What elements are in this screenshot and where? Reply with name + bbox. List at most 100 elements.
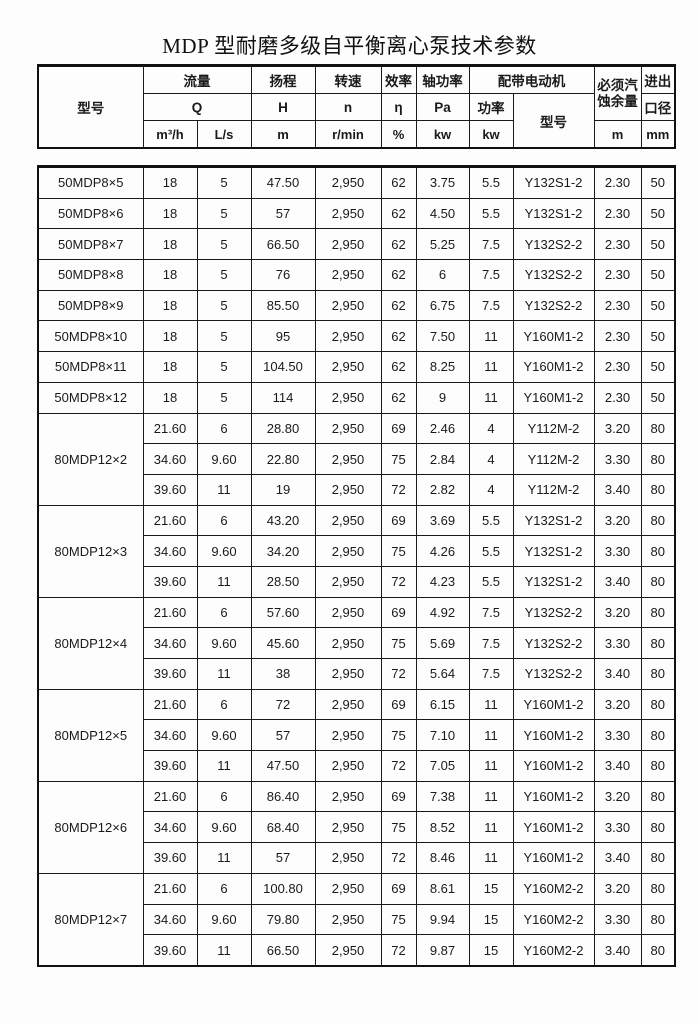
table-cell: 6 (196, 780, 252, 813)
table-cell: 75 (380, 443, 417, 475)
table-cell: 3.30 (593, 903, 642, 936)
table-cell: 3.40 (593, 934, 642, 967)
table-cell: 11 (196, 842, 252, 874)
table-row: 80MDP12×7 21.60 6 100.80 2,950 69 8.61 15 Y160M2… (37, 872, 676, 967)
table-cell: 80 (640, 872, 676, 905)
table-cell: 2,950 (314, 197, 382, 230)
table-cell: 2,950 (314, 443, 382, 475)
table-cell: 11 (468, 842, 514, 874)
table-cell: 50 (640, 166, 676, 199)
table-cell: 4 (468, 412, 514, 445)
header-npsh: 必须汽 蚀余量 (593, 65, 642, 121)
table-cell: 4.23 (415, 565, 470, 598)
table-cell: 3.20 (593, 412, 642, 445)
table-cell: 3.30 (593, 719, 642, 752)
table-cell: 80 (640, 658, 676, 690)
header-head-unit: m (250, 120, 316, 149)
model-cell: 50MDP8×10 (37, 320, 144, 353)
table-cell: Y160M1-2 (512, 780, 595, 813)
table-row: 39.60 11 66.50 2,950 72 9.87 15 Y160M2-2 3.40 80 (38, 934, 676, 967)
header-shaft-power: 轴功率 (415, 65, 470, 94)
table-cell: 75 (380, 719, 417, 752)
table-cell: 80 (640, 473, 676, 506)
header-head: 扬程 (250, 65, 316, 94)
page-title: MDP 型耐磨多级自平衡离心泵技术参数 (162, 34, 537, 58)
table-cell: 62 (380, 381, 417, 414)
table-cell: 2,950 (314, 320, 382, 353)
table-cell: 50 (640, 320, 676, 353)
table-cell: 66.50 (250, 228, 316, 261)
table-cell: 15 (468, 872, 514, 905)
header-npsh-unit: m (593, 120, 642, 149)
table-cell: 72 (380, 658, 417, 690)
table-cell: Y132S2-2 (512, 259, 595, 291)
table-cell: 3.30 (593, 535, 642, 567)
table-cell: 9.60 (196, 627, 252, 659)
table-cell: 15 (468, 934, 514, 967)
table-cell: 11 (468, 351, 514, 383)
table-cell: 8.52 (415, 811, 470, 844)
table-cell: 34.60 (142, 719, 198, 752)
table-cell: 34.20 (250, 535, 316, 567)
table-cell: 86.40 (250, 780, 316, 813)
table-cell: 62 (380, 259, 417, 291)
table-cell: 2.46 (415, 412, 470, 445)
header-port-line2: 口径 (640, 93, 676, 121)
table-cell: 9.60 (196, 811, 252, 844)
table-cell: 6 (196, 872, 252, 905)
table-cell: Y160M1-2 (512, 750, 595, 782)
table-row: 50MDP8×9 18 5 85.50 2,950 62 6.75 7.5 Y132S2-2 2.… (37, 289, 676, 322)
table-cell: Y132S1-2 (512, 504, 595, 537)
table-cell: 9.87 (415, 934, 470, 967)
table-cell: 66.50 (250, 934, 316, 967)
table-cell: 2,950 (314, 780, 382, 813)
table-cell: 7.38 (415, 780, 470, 813)
table-cell: 50 (640, 197, 676, 230)
table-cell: 2,950 (314, 228, 382, 261)
table-cell: 62 (380, 228, 417, 261)
table-cell: 50 (640, 351, 676, 383)
table-cell: 2.30 (593, 320, 642, 353)
table-cell: 2,950 (314, 259, 382, 291)
model-cell: 80MDP12×5 (37, 688, 144, 782)
table-cell: 5 (196, 197, 252, 230)
table-cell: 62 (380, 166, 417, 199)
table-cell: 80 (640, 412, 676, 445)
table-cell: 3.20 (593, 872, 642, 905)
table-cell: 72 (250, 688, 316, 721)
table-cell: 68.40 (250, 811, 316, 844)
table-cell: 72 (380, 934, 417, 967)
table-cell: 7.5 (468, 228, 514, 261)
table-cell: 80 (640, 627, 676, 659)
header-motor-power-unit: kw (468, 120, 514, 149)
table-cell: 5 (196, 351, 252, 383)
table-cell: 28.50 (250, 565, 316, 598)
table-cell: 2.30 (593, 289, 642, 322)
table-cell: Y160M1-2 (512, 842, 595, 874)
table-cell: 80 (640, 688, 676, 721)
table-cell: 69 (380, 780, 417, 813)
table-cell: 69 (380, 504, 417, 537)
table-cell: 34.60 (142, 811, 198, 844)
table-cell: 11 (196, 565, 252, 598)
table-cell: 104.50 (250, 351, 316, 383)
table-cell: 3.40 (593, 658, 642, 690)
table-cell: Y132S2-2 (512, 228, 595, 261)
table-cell: 47.50 (250, 166, 316, 199)
table-cell: 2,950 (314, 351, 382, 383)
table-cell: 5.64 (415, 658, 470, 690)
table-cell: 3.69 (415, 504, 470, 537)
model-cell: 80MDP12×2 (37, 412, 144, 506)
header-motor: 配带电动机 (468, 65, 595, 94)
table-cell: Y132S2-2 (512, 627, 595, 659)
table-cell: Y160M1-2 (512, 688, 595, 721)
table-row: 50MDP8×12 18 5 114 2,950 62 9 11 Y160M1-2 2.30 50 (37, 381, 676, 414)
table-cell: 6 (196, 412, 252, 445)
table-cell: Y160M1-2 (512, 719, 595, 752)
table-row: 34.60 9.60 57 2,950 75 7.10 11 Y160M1-2 3.30 80 (38, 719, 676, 752)
table-row: 50MDP8×6 18 5 57 2,950 62 4.50 5.5 Y132S1-2 2.30 5… (37, 197, 676, 230)
table-cell: 80 (640, 443, 676, 475)
table-cell: 3.40 (593, 565, 642, 598)
table-cell: 57 (250, 719, 316, 752)
header-port-unit: mm (640, 120, 676, 149)
